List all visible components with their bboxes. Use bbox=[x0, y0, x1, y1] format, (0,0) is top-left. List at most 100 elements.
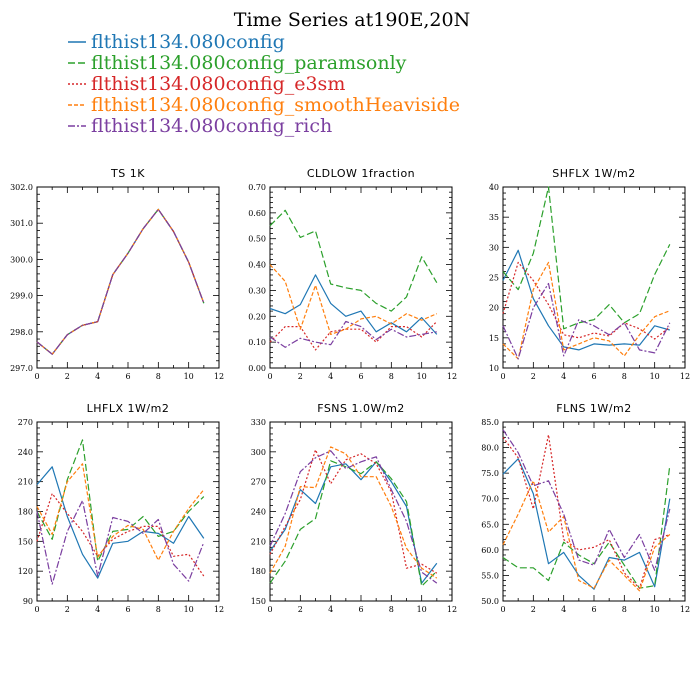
y-tick-label: 150 bbox=[18, 537, 33, 546]
x-tick-label: 12 bbox=[680, 372, 690, 381]
x-tick-label: 12 bbox=[214, 372, 224, 381]
series-line-4 bbox=[269, 264, 438, 335]
x-tick-label: 0 bbox=[267, 372, 272, 381]
x-tick-label: 8 bbox=[389, 605, 394, 614]
y-tick-label: 270 bbox=[251, 478, 266, 487]
y-tick-label: 35 bbox=[489, 213, 499, 222]
series-line-2 bbox=[269, 460, 438, 587]
y-tick-label: 75.0 bbox=[481, 469, 499, 478]
x-tick-label: 6 bbox=[591, 605, 596, 614]
y-tick-label: 70.0 bbox=[481, 495, 499, 504]
x-tick-label: 12 bbox=[447, 372, 457, 381]
y-tick-label: 0.20 bbox=[248, 312, 266, 321]
x-tick-label: 12 bbox=[447, 605, 457, 614]
y-tick-label: 90 bbox=[23, 597, 33, 606]
y-tick-label: 299.0 bbox=[10, 292, 33, 301]
panel-title: LHFLX 1W/m2 bbox=[87, 402, 170, 415]
y-tick-label: 330 bbox=[251, 418, 266, 427]
series-line-5 bbox=[36, 208, 205, 355]
x-tick-label: 10 bbox=[417, 605, 427, 614]
series-line-5 bbox=[502, 282, 671, 360]
series-line-3 bbox=[502, 261, 671, 340]
x-tick-label: 10 bbox=[650, 605, 660, 614]
panel-title: FSNS 1.0W/m2 bbox=[317, 402, 405, 415]
y-tick-label: 0.30 bbox=[248, 286, 266, 295]
series-line-1 bbox=[269, 274, 438, 335]
panel-fsns: FSNS 1.0W/m2 0 2 4 6 8 10 12 150 180 210 240 270 300 3… bbox=[251, 402, 457, 614]
x-tick-label: 4 bbox=[95, 605, 100, 614]
legend-entry: flthist134.080config_e3sm bbox=[68, 73, 345, 95]
x-tick-label: 8 bbox=[156, 372, 161, 381]
x-tick-label: 8 bbox=[622, 605, 627, 614]
x-tick-label: 2 bbox=[531, 605, 536, 614]
x-tick-label: 6 bbox=[125, 372, 130, 381]
series-line-2 bbox=[36, 208, 205, 355]
x-tick-label: 6 bbox=[358, 372, 363, 381]
series-line-4 bbox=[502, 480, 671, 592]
y-tick-label: 10 bbox=[489, 364, 499, 373]
x-tick-label: 4 bbox=[561, 372, 566, 381]
panel-shflx: SHFLX 1W/m2 0 2 4 6 8 10 12 10 15 20 25 30 35 40 bbox=[489, 167, 690, 381]
y-tick-label: 301.0 bbox=[10, 219, 33, 228]
x-tick-label: 0 bbox=[500, 605, 505, 614]
series-line-1 bbox=[36, 208, 205, 355]
legend-label: flthist134.080config_smoothHeaviside bbox=[91, 94, 460, 116]
x-tick-label: 8 bbox=[389, 372, 394, 381]
panel-lhflx: LHFLX 1W/m2 0 2 4 6 8 10 12 90 120 150 180 210 240 270 bbox=[18, 402, 224, 614]
x-tick-label: 12 bbox=[214, 605, 224, 614]
x-tick-label: 12 bbox=[680, 605, 690, 614]
x-tick-label: 6 bbox=[125, 605, 130, 614]
legend-entry: flthist134.080config bbox=[68, 31, 285, 53]
y-tick-label: 0.70 bbox=[248, 183, 266, 192]
y-tick-label: 302.0 bbox=[10, 183, 33, 192]
y-tick-label: 60.0 bbox=[481, 546, 499, 555]
series-line-2 bbox=[269, 209, 438, 312]
y-tick-label: 240 bbox=[251, 508, 266, 517]
legend-label: flthist134.080config bbox=[91, 31, 285, 53]
x-tick-label: 2 bbox=[65, 372, 70, 381]
series-line-3 bbox=[269, 449, 438, 574]
series-line-1 bbox=[36, 466, 205, 579]
y-tick-label: 85.0 bbox=[481, 418, 499, 427]
series-line-5 bbox=[502, 429, 671, 571]
legend-label: flthist134.080config_paramsonly bbox=[91, 52, 407, 74]
x-tick-label: 2 bbox=[531, 372, 536, 381]
y-tick-label: 0.00 bbox=[248, 364, 266, 373]
x-tick-label: 8 bbox=[156, 605, 161, 614]
y-tick-label: 20 bbox=[489, 304, 499, 313]
y-tick-label: 270 bbox=[18, 418, 33, 427]
y-tick-label: 300 bbox=[251, 448, 266, 457]
panel-cldlow: CLDLOW 1fraction 0 2 4 6 8 10 12 0.00 0.10 0.20 0.3… bbox=[248, 167, 457, 381]
legend-label: flthist134.080config_rich bbox=[91, 115, 332, 137]
x-tick-label: 4 bbox=[328, 605, 333, 614]
panel-ts: TS 1K 0 2 4 6 8 10 12 297.0 298.0 299.0 300.0 301.0 3… bbox=[10, 167, 224, 381]
x-tick-label: 0 bbox=[34, 372, 39, 381]
series-line-3 bbox=[36, 208, 205, 355]
x-tick-label: 6 bbox=[358, 605, 363, 614]
series-line-4 bbox=[269, 446, 438, 579]
figure-title: Time Series at190E,20N bbox=[234, 9, 470, 31]
series-line-2 bbox=[502, 465, 671, 589]
x-tick-label: 10 bbox=[184, 372, 194, 381]
x-tick-label: 8 bbox=[622, 372, 627, 381]
y-tick-label: 297.0 bbox=[10, 364, 33, 373]
y-tick-label: 120 bbox=[18, 567, 33, 576]
x-tick-label: 2 bbox=[298, 372, 303, 381]
legend-entry: flthist134.080config_paramsonly bbox=[68, 52, 407, 74]
x-tick-label: 10 bbox=[184, 605, 194, 614]
x-tick-label: 0 bbox=[500, 372, 505, 381]
y-tick-label: 0.10 bbox=[248, 338, 266, 347]
y-tick-label: 30 bbox=[489, 243, 499, 252]
y-tick-label: 40 bbox=[489, 183, 499, 192]
y-tick-label: 25 bbox=[489, 274, 499, 283]
series-line-4 bbox=[36, 463, 205, 561]
plot-frame bbox=[269, 186, 453, 369]
x-tick-label: 4 bbox=[95, 372, 100, 381]
y-tick-label: 180 bbox=[251, 567, 266, 576]
y-tick-label: 150 bbox=[251, 597, 266, 606]
series-line-5 bbox=[36, 500, 205, 585]
y-tick-label: 65.0 bbox=[481, 520, 499, 529]
series-line-2 bbox=[502, 186, 671, 330]
y-tick-label: 55.0 bbox=[481, 571, 499, 580]
